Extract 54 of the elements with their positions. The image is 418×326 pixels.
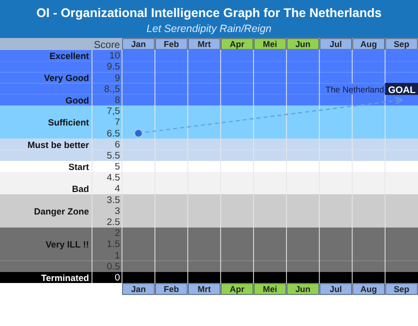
y-tick-label: 5.5 [106, 150, 120, 162]
category-label: Mei [262, 38, 278, 49]
x-tick-label: Jun [295, 284, 310, 294]
band-label: Excellent [49, 51, 89, 62]
y-tick-label: 10 [109, 50, 120, 62]
y-tick-label: 4 [114, 184, 120, 195]
band-label: Very Good [44, 73, 89, 84]
y-tick-label: 1 [114, 250, 120, 262]
band-label: Bad [72, 184, 89, 194]
band-label: Must be better [27, 140, 90, 150]
category-label: Aug [360, 38, 377, 49]
chart-subtitle: Let Serendipity Rain/Reign [146, 23, 272, 35]
category-label: Apr [230, 38, 244, 49]
category-label: Jun [295, 38, 310, 49]
x-tick-label: Apr [230, 284, 246, 294]
x-tick-label: Feb [164, 284, 179, 294]
x-tick-label: Jan [131, 284, 146, 294]
y-tick-label: 0.5 [106, 261, 120, 272]
band-label: Very ILL !! [46, 240, 89, 250]
y-tick-label: 2.5 [106, 217, 120, 228]
y-tick-label: 8 [114, 94, 120, 106]
y-tick-label: 9 [114, 72, 120, 84]
x-tick-label: Sep [394, 284, 410, 294]
y-tick-label: 5 [114, 162, 120, 173]
y-tick-label: 4.5 [106, 172, 120, 184]
text: Start [68, 162, 89, 172]
category-label: Jan [131, 38, 146, 49]
band-label: Danger Zone [34, 206, 89, 216]
category-label: Sep [394, 38, 410, 49]
y-tick-label: 3 [114, 206, 120, 217]
band-label: Sufficient [48, 118, 89, 128]
band-label: Good [66, 95, 89, 106]
y-axis-title: Score [94, 40, 120, 51]
annotation: The Netherland [326, 84, 384, 94]
y-tick-label: 6.5 [106, 128, 120, 140]
x-tick-label: Mrt [198, 284, 211, 294]
y-tick-label: 7 [114, 117, 120, 128]
x-tick-label: Jul [330, 284, 342, 294]
y-tick-label: 0 [114, 272, 120, 284]
category-label: Feb [164, 38, 179, 49]
band-label: Terminated [41, 272, 89, 283]
y-tick-label: 6 [114, 139, 120, 150]
category-label: Mrt [198, 38, 211, 49]
chart-title: OI - Organizational Intelligence Graph for The Netherlands [36, 6, 382, 20]
y-tick-label: 8.,5 [104, 84, 120, 95]
y-tick-label: 1.5 [106, 239, 120, 250]
annotation: GOAL [388, 84, 416, 96]
x-tick-label: Mei [262, 284, 278, 294]
y-tick-label: 2 [114, 228, 120, 240]
x-tick-label: Aug [360, 284, 377, 294]
category-label: Jul [330, 38, 342, 49]
y-tick-label: 9.5 [106, 62, 120, 73]
y-tick-label: 7,5 [106, 106, 120, 118]
y-tick-label: 3.5 [106, 194, 120, 206]
